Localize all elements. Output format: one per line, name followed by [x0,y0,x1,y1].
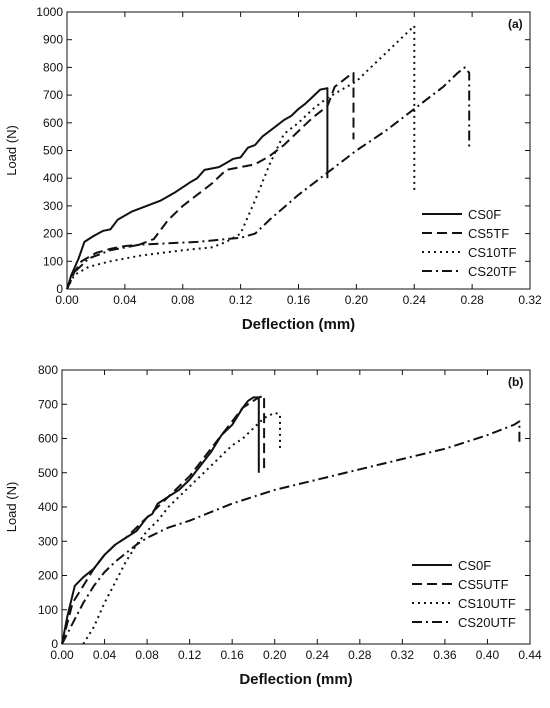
legend-label-cs5tf: CS5TF [468,226,509,241]
x-tick-label: 0.36 [433,648,457,662]
x-tick-label: 0.08 [135,648,159,662]
chart-b-y-axis-label: Load (N) [4,482,19,533]
x-tick-label: 0.40 [476,648,500,662]
series-line-cs10utf [82,411,281,645]
x-tick-label: 0.44 [518,648,542,662]
x-tick-label: 0.20 [263,648,287,662]
chart-a-y-axis-label: Load (N) [4,125,19,176]
y-tick-label: 100 [43,254,63,268]
y-tick-label: 0 [56,282,63,296]
y-tick-label: 400 [43,171,63,185]
y-tick-label: 200 [38,569,58,583]
y-tick-label: 500 [38,466,58,480]
legend-label-cs20tf: CS20TF [468,264,516,279]
x-tick-label: 0.28 [348,648,372,662]
legend-label-cs20utf: CS20UTF [458,615,516,630]
series-line-cs0f [66,87,329,290]
chart-a-plot-frame [66,11,531,290]
chart-b-x-axis-label: Deflection (mm) [239,671,352,688]
chart-a-legend: CS0F CS5TF CS10TF CS20TF [422,207,516,279]
legend-label-cs0f: CS0F [468,207,501,222]
series-line-cs20tf [66,66,471,290]
legend-label-cs0f: CS0F [458,558,491,573]
x-tick-label: 0.00 [50,648,74,662]
x-tick-label: 0.12 [178,648,202,662]
y-tick-label: 600 [38,432,58,446]
y-tick-label: 800 [43,60,63,74]
chart-b-panel-label: (b) [508,375,523,389]
chart-b-x-ticks: 0.00 0.04 0.08 0.12 0.16 0.20 0.24 0.28 0.32 0.36… [50,370,542,662]
y-tick-label: 500 [43,144,63,158]
chart-a-panel-label: (a) [508,17,523,31]
chart-b-legend: CS0F CS5UTF CS10UTF CS20UTF [412,558,516,630]
x-tick-label: 0.08 [171,293,195,307]
chart-a-series-lines [66,24,471,290]
chart-panel-a: 0.00 0.04 0.08 0.12 0.16 0.20 0.24 0.28 0.32 0 10… [0,0,550,350]
y-tick-label: 100 [38,603,58,617]
chart-a-x-axis-label: Deflection (mm) [242,316,355,333]
chart-a-x-ticks: 0.00 0.04 0.08 0.12 0.16 0.20 0.24 0.28 0.32 [55,12,542,307]
x-tick-label: 0.16 [221,648,245,662]
chart-b-series-lines [61,394,521,645]
y-tick-label: 1000 [36,5,63,19]
x-tick-label: 0.00 [55,293,79,307]
chart-a-svg: 0.00 0.04 0.08 0.12 0.16 0.20 0.24 0.28 0.32 0 10… [4,5,542,333]
y-tick-label: 700 [38,397,58,411]
y-tick-label: 900 [43,33,63,47]
series-line-cs5tf [66,71,355,290]
x-tick-label: 0.12 [229,293,253,307]
x-tick-label: 0.32 [391,648,415,662]
x-tick-label: 0.04 [93,648,117,662]
x-tick-label: 0.16 [287,293,311,307]
chart-b-y-ticks: 0 100 200 300 400 500 600 700 800 [38,363,530,651]
x-tick-label: 0.24 [306,648,330,662]
legend-label-cs10tf: CS10TF [468,245,516,260]
y-tick-label: 0 [51,637,58,651]
y-tick-label: 200 [43,227,63,241]
y-tick-label: 600 [43,116,63,130]
x-tick-label: 0.32 [518,293,542,307]
chart-panel-b: 0.00 0.04 0.08 0.12 0.16 0.20 0.24 0.28 0.32 0.36… [0,354,550,708]
y-tick-label: 400 [38,500,58,514]
y-tick-label: 300 [43,199,63,213]
y-tick-label: 800 [38,363,58,377]
chart-a-y-ticks: 0 100 200 300 400 500 600 700 800 900 1000 [36,5,530,296]
x-tick-label: 0.24 [403,293,427,307]
chart-b-svg: 0.00 0.04 0.08 0.12 0.16 0.20 0.24 0.28 0.32 0.36… [4,363,542,688]
legend-label-cs5utf: CS5UTF [458,577,509,592]
y-tick-label: 700 [43,88,63,102]
series-line-cs0f [61,396,260,645]
series-line-cs5utf [61,394,266,645]
y-tick-label: 300 [38,534,58,548]
series-line-cs20utf [61,420,521,645]
x-tick-label: 0.20 [345,293,369,307]
x-tick-label: 0.28 [460,293,484,307]
legend-label-cs10utf: CS10UTF [458,596,516,611]
x-tick-label: 0.04 [113,293,137,307]
